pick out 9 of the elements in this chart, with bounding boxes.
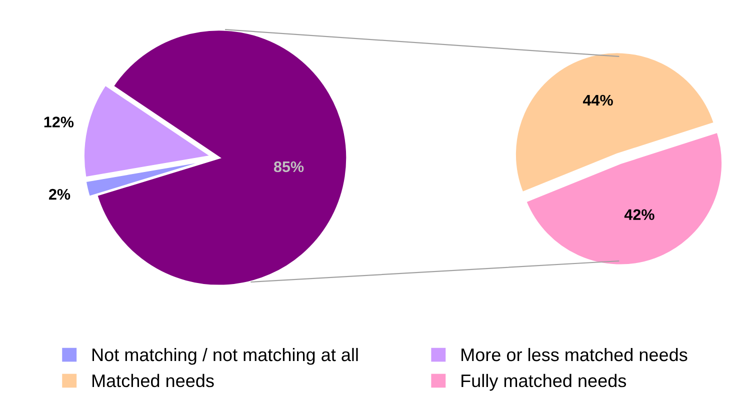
legend-label: Fully matched needs — [462, 374, 626, 391]
legend-label: Matched needs — [92, 374, 214, 388]
data-label: 12% — [44, 116, 74, 128]
data-label: 44% — [582, 94, 613, 106]
data-label: 42% — [624, 209, 654, 220]
legend-label: Not matching / not matching at all — [92, 348, 358, 365]
data-label: 2% — [48, 188, 70, 200]
data-label: 85% — [274, 161, 304, 172]
legend-label: More or less matched needs — [462, 348, 688, 362]
